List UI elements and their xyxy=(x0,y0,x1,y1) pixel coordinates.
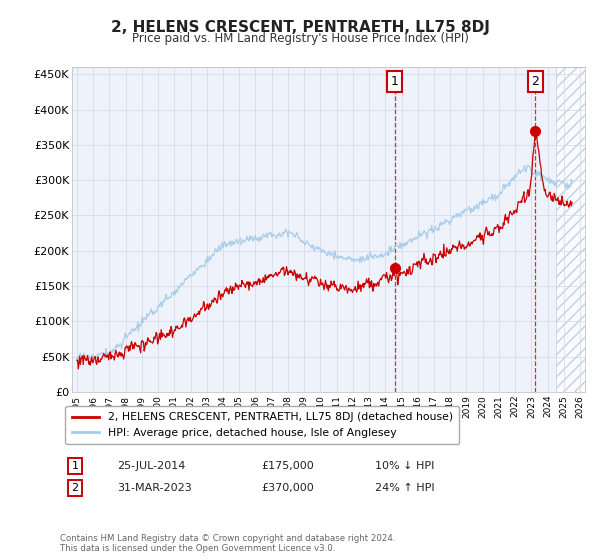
Bar xyxy=(556,67,600,392)
Text: 2: 2 xyxy=(532,75,539,88)
Text: 31-MAR-2023: 31-MAR-2023 xyxy=(117,483,192,493)
Text: 2: 2 xyxy=(71,483,79,493)
Legend: 2, HELENS CRESCENT, PENTRAETH, LL75 8DJ (detached house), HPI: Average price, de: 2, HELENS CRESCENT, PENTRAETH, LL75 8DJ … xyxy=(65,406,459,444)
Text: 24% ↑ HPI: 24% ↑ HPI xyxy=(375,483,434,493)
Text: 2, HELENS CRESCENT, PENTRAETH, LL75 8DJ: 2, HELENS CRESCENT, PENTRAETH, LL75 8DJ xyxy=(110,20,490,35)
Text: 10% ↓ HPI: 10% ↓ HPI xyxy=(375,461,434,471)
Text: £175,000: £175,000 xyxy=(261,461,314,471)
Text: 1: 1 xyxy=(391,75,398,88)
Text: 1: 1 xyxy=(71,461,79,471)
Text: Price paid vs. HM Land Registry's House Price Index (HPI): Price paid vs. HM Land Registry's House … xyxy=(131,32,469,45)
Text: £370,000: £370,000 xyxy=(261,483,314,493)
Text: 25-JUL-2014: 25-JUL-2014 xyxy=(117,461,185,471)
Text: Contains HM Land Registry data © Crown copyright and database right 2024.
This d: Contains HM Land Registry data © Crown c… xyxy=(60,534,395,553)
